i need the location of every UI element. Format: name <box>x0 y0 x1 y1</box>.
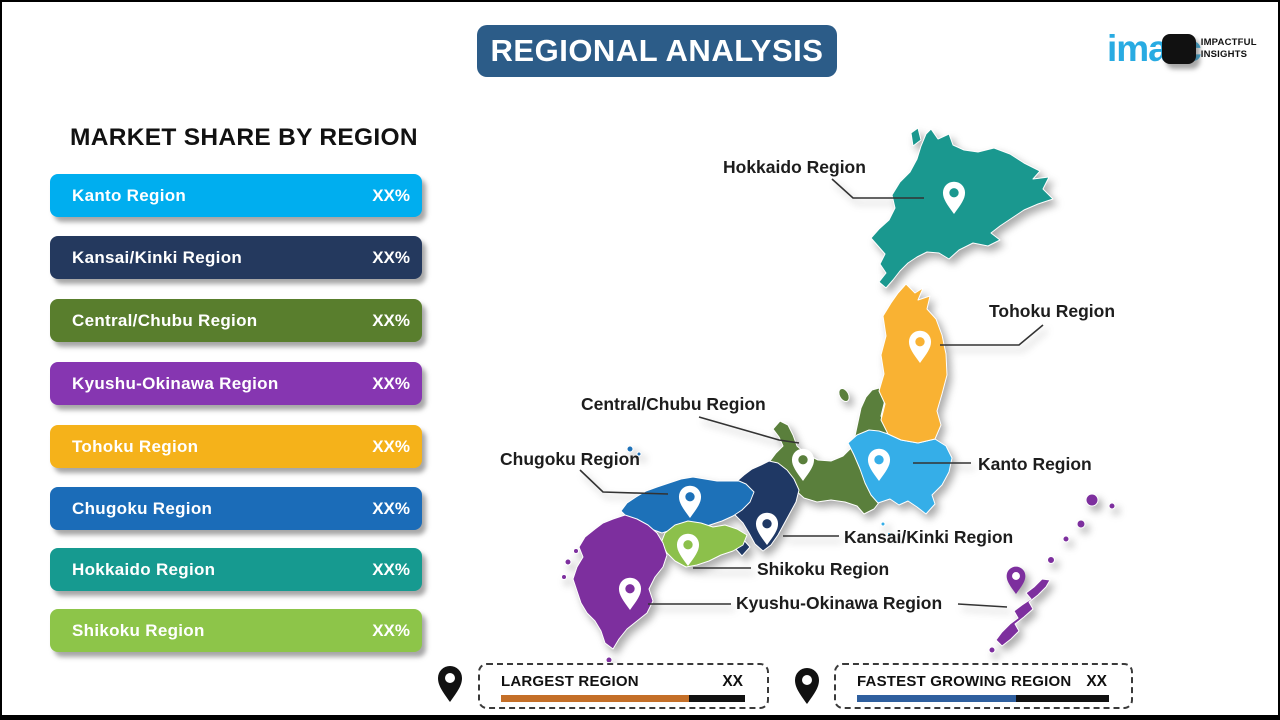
map-label-hokkaido: Hokkaido Region <box>723 157 866 177</box>
map-label-tohoku: Tohoku Region <box>989 301 1116 321</box>
imarc-logo: imarc IMPACTFUL INSIGHTS <box>1107 30 1257 67</box>
map-izu-islet <box>887 532 891 536</box>
connector-hokkaido <box>831 178 924 199</box>
market-share-bar-kanto: Kanto Region XX% <box>50 174 422 217</box>
bar-value: XX% <box>372 310 410 330</box>
pin-central-chubu-icon <box>791 448 815 481</box>
map-label-kyushu-okinawa: Kyushu-Okinawa Region <box>736 593 943 613</box>
connector-central-chubu <box>698 416 800 444</box>
map-label-kanto: Kanto Region <box>978 454 1092 474</box>
bar-value: XX% <box>372 185 410 205</box>
largest-region-pin-icon <box>438 666 462 702</box>
bar-value: XX% <box>372 436 410 456</box>
market-share-bar-chugoku: Chugoku Region XX% <box>50 487 422 530</box>
bar-value: XX% <box>372 620 410 640</box>
pin-hokkaido-icon <box>942 181 966 214</box>
connector-chugoku <box>579 469 669 495</box>
market-share-bar-kansai: Kansai/Kinki Region XX% <box>50 236 422 279</box>
bar-label: Hokkaido Region <box>72 559 216 579</box>
bar-value: XX% <box>372 498 410 518</box>
map-island-sado <box>838 387 850 403</box>
logo-tagline-line2: INSIGHTS <box>1200 48 1248 60</box>
market-share-bar-chubu: Central/Chubu Region XX% <box>50 299 422 342</box>
map-kyushu-islet <box>564 558 572 566</box>
market-share-bar-tohoku: Tohoku Region XX% <box>50 425 422 468</box>
bar-label: Tohoku Region <box>72 436 199 456</box>
bar-label: Kanto Region <box>72 185 187 205</box>
bar-label: Kansai/Kinki Region <box>72 247 243 267</box>
map-kyushu-islet <box>605 656 613 662</box>
bar-label: Central/Chubu Region <box>72 310 258 330</box>
map-kyushu-islet <box>561 574 567 580</box>
pin-kansai-icon <box>755 512 779 545</box>
fastest-region-pin-icon <box>795 668 819 704</box>
pin-kanto-icon <box>867 448 891 481</box>
pin-shikoku-icon <box>676 533 700 566</box>
fastest-region-bar-rest <box>1015 695 1109 702</box>
logo-tagline-line1: IMPACTFUL <box>1200 37 1257 49</box>
bar-label: Shikoku Region <box>72 620 205 640</box>
market-share-bar-kyushu: Kyushu-Okinawa Region XX% <box>50 362 422 405</box>
map-region-hokkaido <box>870 128 1054 289</box>
fastest-region-legend: FASTEST GROWING REGION XX <box>834 663 1133 709</box>
map-region-shikoku <box>660 520 748 568</box>
pin-tohoku-icon <box>908 330 932 363</box>
map-pins <box>618 181 1026 610</box>
map-label-kansai: Kansai/Kinki Region <box>844 527 1014 547</box>
largest-region-value: XX <box>722 673 743 690</box>
largest-region-label: LARGEST REGION <box>501 673 639 690</box>
map-hokkaido-islet <box>910 127 922 147</box>
fastest-region-value: XX <box>1086 673 1107 690</box>
pin-chugoku-icon <box>678 485 702 518</box>
page-title-banner: REGIONAL ANALYSIS <box>477 25 837 77</box>
market-share-bar-hokkaido: Hokkaido Region XX% <box>50 548 422 591</box>
bar-value: XX% <box>372 247 410 267</box>
market-share-bar-shikoku: Shikoku Region XX% <box>50 609 422 652</box>
map-oki-islet <box>636 451 642 457</box>
bar-label: Chugoku Region <box>72 498 213 518</box>
logo-tagline: IMPACTFUL INSIGHTS <box>1201 37 1257 60</box>
label-connectors <box>579 178 1044 608</box>
fastest-region-label: FASTEST GROWING REGION <box>857 673 1072 690</box>
japan-map <box>561 127 1116 662</box>
map-label-shikoku: Shikoku Region <box>757 559 890 579</box>
connector-kyushu-right <box>957 603 1008 608</box>
map-label-chugoku: Chugoku Region <box>500 449 640 469</box>
map-kyushu-islet <box>573 548 579 554</box>
pin-okinawa-icon <box>1006 566 1026 594</box>
page-title: REGIONAL ANALYSIS <box>490 33 824 68</box>
largest-region-bar <box>501 695 745 702</box>
bar-label: Kyushu-Okinawa Region <box>72 373 279 393</box>
map-oki-islet <box>626 445 634 453</box>
connector-tohoku <box>940 324 1044 346</box>
logo-divider <box>1162 33 1196 64</box>
largest-region-bar-rest <box>688 695 745 702</box>
bar-value: XX% <box>372 559 410 579</box>
pin-kyushu-icon <box>618 577 642 610</box>
map-label-central-chubu: Central/Chubu Region <box>581 394 766 414</box>
fastest-region-bar-fill <box>857 695 1016 702</box>
map-region-tohoku <box>878 283 948 444</box>
map-okinawa-islands <box>988 493 1116 654</box>
bar-value: XX% <box>372 373 410 393</box>
largest-region-bar-fill <box>501 695 689 702</box>
map-region-kyushu <box>572 514 668 650</box>
market-share-title: MARKET SHARE BY REGION <box>70 124 418 151</box>
map-izu-islet <box>880 521 886 527</box>
largest-region-legend: LARGEST REGION XX <box>478 663 769 709</box>
fastest-region-bar <box>857 695 1109 702</box>
